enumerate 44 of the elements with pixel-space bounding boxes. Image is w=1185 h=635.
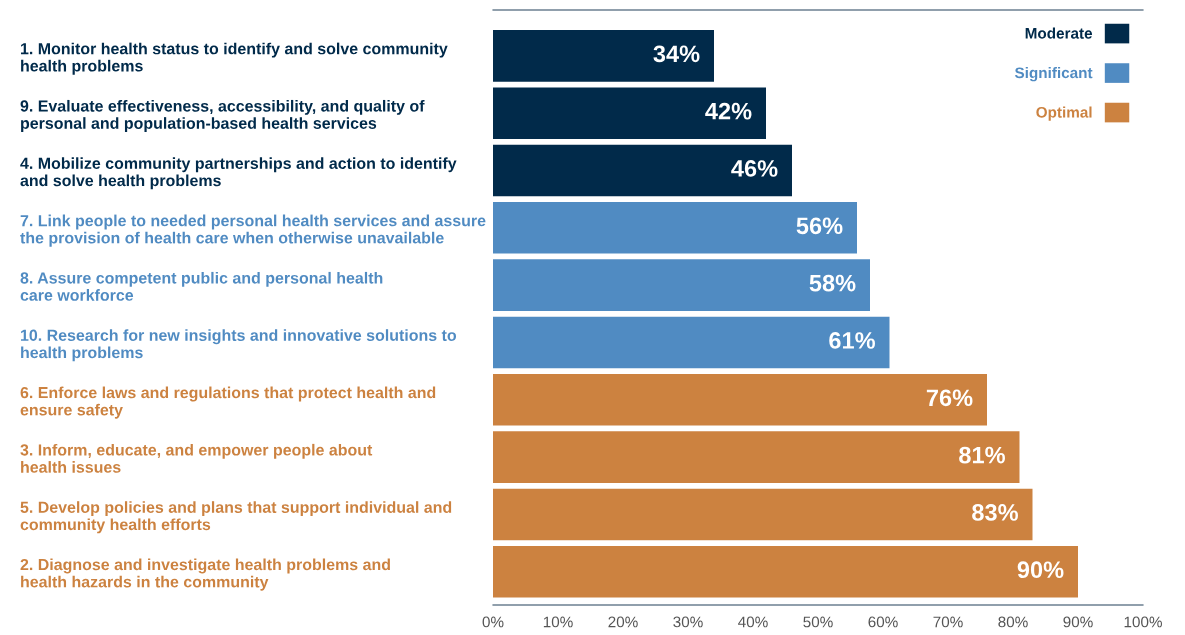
data-label: 76% [926, 389, 973, 407]
y-tick-label: 10. Research for new insights and innovative solutions to health problems [21, 329, 457, 362]
data-label: 83% [972, 504, 1018, 521]
x-tick-label: 40% [738, 616, 768, 628]
x-tick-label: 80% [998, 616, 1028, 628]
bar [493, 87, 766, 139]
bar [493, 431, 1020, 483]
x-tick-label: 10% [543, 616, 573, 628]
legend-label: Significant [1014, 66, 1093, 82]
bar [493, 30, 714, 82]
y-tick-label: 2. Diagnose and investigate health problems and health hazards in the community [20, 558, 390, 591]
x-tick-label: 100% [1124, 616, 1162, 628]
bar [493, 316, 890, 369]
x-tick-label: 30% [673, 616, 703, 628]
legend-label: Optimal [1036, 106, 1092, 121]
x-tick-label: 70% [933, 616, 963, 628]
data-label: 46% [731, 160, 778, 177]
data-label: 90% [1017, 561, 1064, 579]
x-tick-label: 20% [608, 616, 638, 628]
data-label: 34% [653, 45, 700, 63]
bar [493, 488, 1033, 541]
y-tick-label: 4. Mobilize community partnerships and action to identify and solve health problems [20, 157, 457, 190]
y-tick-label: 1. Monitor health status to identify and solve community health problems [21, 42, 448, 75]
y-tick-label: 7. Link people to needed personal health services and assure the provision of health care when otherwise unavailable [20, 214, 486, 247]
x-tick-label: 60% [868, 616, 898, 628]
data-label: 56% [796, 217, 843, 235]
legend-label: Moderate [1025, 27, 1093, 39]
bar [493, 202, 857, 254]
data-label: 81% [959, 446, 1005, 464]
y-tick-label: 3. Inform, educate, and empower people about health issues [20, 443, 373, 473]
bar [493, 259, 870, 311]
y-tick-label: 6. Enforce laws and regulations that protect health and ensure safety [20, 386, 436, 419]
x-tick-label: 0% [482, 616, 504, 628]
data-label: 42% [705, 102, 752, 120]
x-tick-label: 50% [803, 616, 833, 628]
y-tick-label: 5. Develop policies and plans that support individual and community health efforts [20, 501, 452, 534]
bar [493, 373, 987, 426]
y-tick-label: 8. Assure competent public and personal health care workforce [20, 271, 383, 301]
y-tick-label: 9. Evaluate effectiveness, accessibility, and quality of personal and population-based health services [20, 99, 425, 133]
x-tick-label: 90% [1063, 616, 1093, 628]
bar [493, 545, 1078, 598]
data-label: 61% [829, 332, 875, 349]
bar [493, 144, 792, 197]
data-label: 58% [809, 274, 856, 292]
